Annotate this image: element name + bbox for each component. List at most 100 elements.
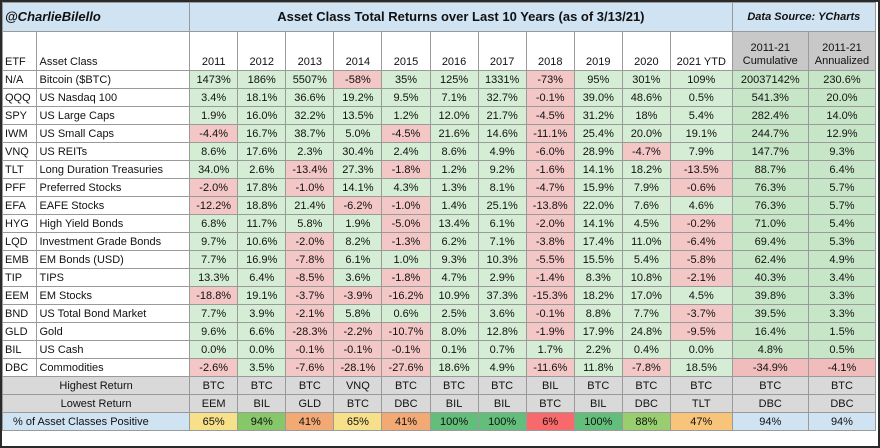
- return-cell: -0.1%: [525, 304, 575, 323]
- return-cell: 17.4%: [573, 232, 623, 251]
- return-cell: 27.3%: [333, 160, 383, 179]
- return-cell: 38.7%: [285, 124, 335, 143]
- table-row: BIL US Cash 0.0% 0.0% -0.1% -0.1% -0.1% 0.1% 0.7…: [1, 340, 877, 359]
- return-cell: -27.6%: [381, 358, 431, 377]
- return-cell: 36.6%: [285, 88, 335, 107]
- summary-label: Lowest Return: [1, 394, 191, 413]
- column-header: 2011-21 Cumulative: [731, 31, 809, 71]
- return-cell: 1.9%: [189, 106, 239, 125]
- return-cell: 0.5%: [807, 340, 877, 359]
- etf-ticker: PFF: [1, 178, 38, 197]
- return-cell: 39.0%: [573, 88, 623, 107]
- return-cell: 30.4%: [333, 142, 383, 161]
- return-cell: 9.7%: [189, 232, 239, 251]
- return-cell: 5.4%: [621, 250, 671, 269]
- asset-class-name: Commodities: [36, 358, 191, 377]
- summary-cell: BTC: [285, 376, 335, 395]
- table-row: PFF Preferred Stocks -2.0% 17.8% -1.0% 14.1% 4…: [1, 178, 877, 197]
- return-cell: 16.7%: [237, 124, 287, 143]
- return-cell: 1.3%: [429, 178, 479, 197]
- return-cell: -2.0%: [189, 178, 239, 197]
- return-cell: 8.6%: [429, 142, 479, 161]
- return-cell: 10.9%: [429, 286, 479, 305]
- table-row: TIP TIPS 13.3% 6.4% -8.5% 3.6% -1.8% 4.7% 2.9% -1…: [1, 268, 877, 287]
- summary-cell: BTC: [333, 394, 383, 413]
- column-header: Asset Class: [36, 31, 191, 71]
- return-cell: -5.8%: [669, 250, 733, 269]
- table-row: SPY US Large Caps 1.9% 16.0% 32.2% 13.5% 1.2% 1…: [1, 106, 877, 125]
- column-header: 2017: [477, 31, 527, 71]
- return-cell: 2.5%: [429, 304, 479, 323]
- return-cell: 0.5%: [669, 88, 733, 107]
- return-cell: 4.9%: [477, 358, 527, 377]
- column-header: 2021 YTD: [669, 31, 733, 71]
- summary-cell: BTC: [237, 376, 287, 395]
- return-cell: 6.1%: [333, 250, 383, 269]
- return-cell: 1.0%: [381, 250, 431, 269]
- return-cell: 3.6%: [477, 304, 527, 323]
- return-cell: -3.9%: [333, 286, 383, 305]
- return-cell: 18.1%: [237, 88, 287, 107]
- return-cell: 17.9%: [573, 322, 623, 341]
- return-cell: 88.7%: [731, 160, 809, 179]
- etf-ticker: HYG: [1, 214, 38, 233]
- pct-positive-row: % of Asset Classes Positive 65% 94% 41% 65% 4…: [1, 412, 877, 431]
- return-cell: -2.1%: [669, 268, 733, 287]
- summary-cell: GLD: [285, 394, 335, 413]
- return-cell: 19.1%: [669, 124, 733, 143]
- summary-row: Lowest Return EEM BIL GLD BTC DBC BIL BIL BTC BIL…: [1, 394, 877, 413]
- column-header: 2015: [381, 31, 431, 71]
- etf-ticker: IWM: [1, 124, 38, 143]
- return-cell: 3.3%: [807, 304, 877, 323]
- return-cell: -4.7%: [525, 178, 575, 197]
- return-cell: 8.2%: [333, 232, 383, 251]
- column-header: 2011: [189, 31, 239, 71]
- return-cell: 14.1%: [333, 178, 383, 197]
- return-cell: 21.4%: [285, 196, 335, 215]
- summary-cell: DBC: [621, 394, 671, 413]
- column-header-top: 2011-21: [750, 42, 791, 54]
- return-cell: 19.1%: [237, 286, 287, 305]
- return-cell: 17.6%: [237, 142, 287, 161]
- summary-cell: EEM: [189, 394, 239, 413]
- return-cell: 12.9%: [807, 124, 877, 143]
- etf-ticker: N/A: [1, 70, 38, 89]
- etf-ticker: BND: [1, 304, 38, 323]
- return-cell: -9.5%: [669, 322, 733, 341]
- pct-positive-cell: 94%: [807, 412, 877, 431]
- summary-cell: BTC: [573, 376, 623, 395]
- return-cell: 4.3%: [381, 178, 431, 197]
- author-handle: @CharlieBilello: [1, 2, 191, 32]
- return-cell: 8.1%: [477, 178, 527, 197]
- return-cell: -3.8%: [525, 232, 575, 251]
- return-cell: -4.7%: [621, 142, 671, 161]
- return-cell: -4.5%: [381, 124, 431, 143]
- return-cell: -5.0%: [381, 214, 431, 233]
- return-cell: 12.0%: [429, 106, 479, 125]
- return-cell: 147.7%: [731, 142, 809, 161]
- return-cell: -1.0%: [381, 196, 431, 215]
- return-cell: 16.4%: [731, 322, 809, 341]
- return-cell: 1331%: [477, 70, 527, 89]
- return-cell: -28.1%: [333, 358, 383, 377]
- return-cell: 18%: [621, 106, 671, 125]
- return-cell: 8.0%: [429, 322, 479, 341]
- return-cell: 14.1%: [573, 160, 623, 179]
- asset-class-name: US Large Caps: [36, 106, 191, 125]
- return-cell: 14.1%: [573, 214, 623, 233]
- return-cell: 5.8%: [285, 214, 335, 233]
- return-cell: 244.7%: [731, 124, 809, 143]
- return-cell: -2.1%: [285, 304, 335, 323]
- return-cell: -11.1%: [525, 124, 575, 143]
- etf-ticker: BIL: [1, 340, 38, 359]
- return-cell: 541.3%: [731, 88, 809, 107]
- return-cell: -0.2%: [669, 214, 733, 233]
- return-cell: 301%: [621, 70, 671, 89]
- etf-ticker: VNQ: [1, 142, 38, 161]
- table-row: TLT Long Duration Treasuries 34.0% 2.6% -13.…: [1, 160, 877, 179]
- return-cell: -3.7%: [669, 304, 733, 323]
- return-cell: -2.2%: [333, 322, 383, 341]
- pct-positive-cell: 65%: [333, 412, 383, 431]
- return-cell: 4.5%: [621, 214, 671, 233]
- return-cell: 8.6%: [189, 142, 239, 161]
